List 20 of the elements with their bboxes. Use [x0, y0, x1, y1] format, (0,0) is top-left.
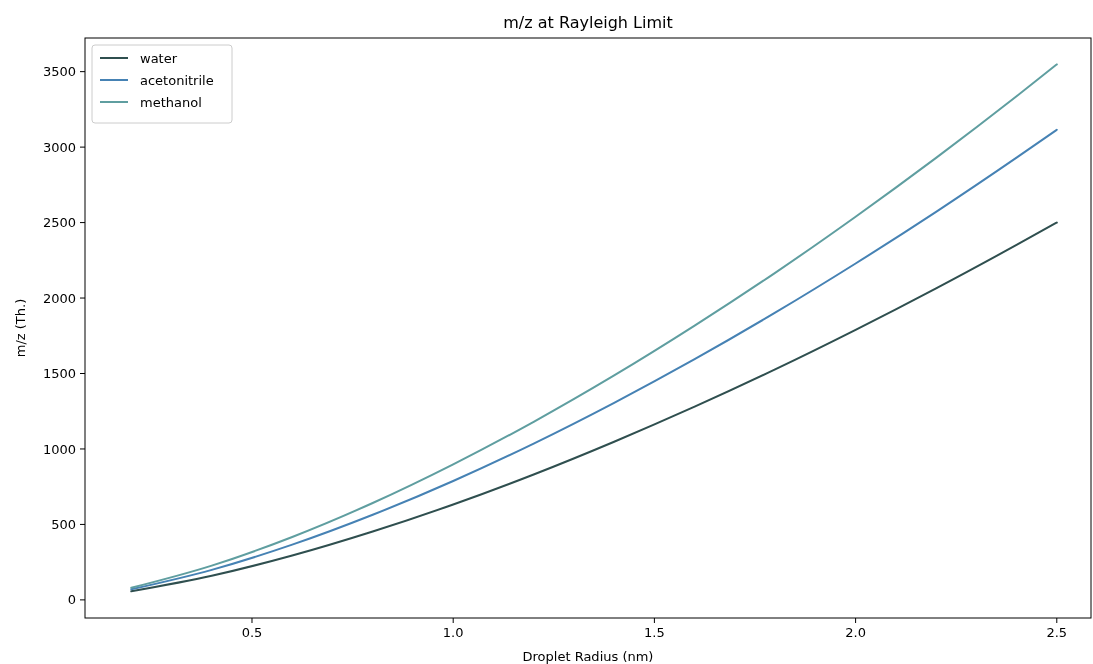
y-tick-label: 2500 — [42, 215, 76, 231]
x-tick-label: 1.0 — [442, 625, 464, 640]
legend-label: acetonitrile — [140, 72, 214, 88]
x-tick-label: 2.0 — [845, 625, 866, 640]
x-tick-label: 2.5 — [1046, 625, 1068, 640]
y-tick-label: 1500 — [42, 366, 76, 382]
legend-label: water — [140, 50, 178, 66]
x-axis-title: Droplet Radius (nm) — [522, 649, 654, 664]
y-axis-title: m/z (Th.) — [13, 298, 28, 358]
line-series — [130, 221, 1058, 593]
x-tick-label: 1.5 — [644, 625, 665, 640]
y-tick-label: 2000 — [42, 290, 76, 306]
legend-label: methanol — [140, 94, 202, 110]
y-tick-label: 1000 — [42, 441, 76, 457]
y-tick-label: 3500 — [42, 64, 76, 80]
x-tick-label: 0.5 — [241, 625, 263, 640]
y-tick-label: 0 — [67, 592, 76, 608]
chart-title: m/z at Rayleigh Limit — [503, 13, 673, 32]
y-tick-label: 500 — [51, 516, 76, 532]
y-tick-label: 3000 — [42, 139, 76, 155]
